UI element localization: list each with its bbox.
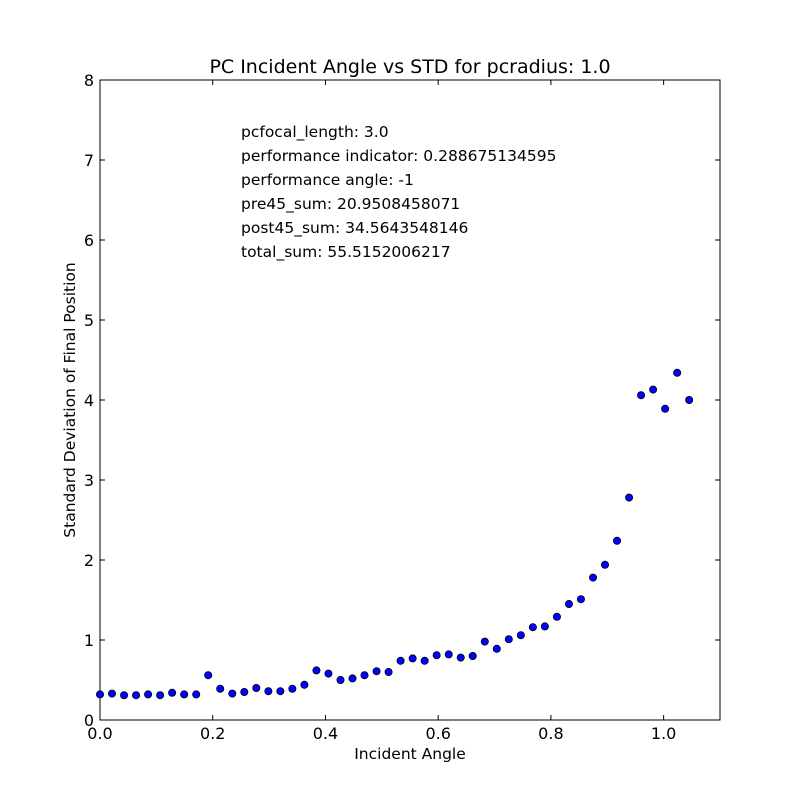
data-point [601,560,610,569]
data-point [480,637,489,646]
chart-title: PC Incident Angle vs STD for pcradius: 1… [209,56,610,78]
y-tick-label: 1 [84,631,94,650]
data-point [613,536,622,545]
x-tick-label: 0.8 [538,724,563,743]
annotation-line: post45_sum: 34.5643548146 [241,219,468,238]
annotation-line: performance indicator: 0.288675134595 [241,147,556,165]
data-point [576,595,585,604]
x-tick-label: 1.0 [651,724,676,743]
data-point [468,652,477,661]
annotation-line: pre45_sum: 20.9508458071 [241,195,460,214]
data-point [673,368,682,377]
y-tick-label: 7 [84,151,94,170]
annotation-line: pcfocal_length: 3.0 [241,123,389,142]
data-point [564,600,573,609]
y-tick-label: 8 [84,71,94,90]
y-tick-label: 0 [84,711,94,730]
data-point [420,656,429,665]
annotation-line: total_sum: 55.5152006217 [241,243,451,262]
data-point [685,395,694,404]
x-tick-label: 0.2 [200,724,225,743]
data-point [324,669,333,678]
data-point [168,688,177,697]
data-point [240,688,249,697]
data-point [661,404,670,413]
data-point [432,651,441,660]
annotation-block: pcfocal_length: 3.0 performance indicator… [241,123,556,262]
data-point [132,691,141,700]
data-point [637,391,646,400]
data-point [444,650,453,659]
data-point [384,668,393,677]
data-point [288,684,297,693]
data-point [264,687,273,696]
plot-area: 0.0 0.2 0.4 0.6 0.8 1.0 0 1 2 3 4 5 6 7 8 [84,71,721,743]
data-point [120,691,129,700]
y-tick-label: 3 [84,471,94,490]
data-point [192,690,201,699]
annotation-line: performance angle: -1 [241,171,414,189]
y-tick-label: 4 [84,391,94,410]
data-point [228,689,237,698]
x-axis-label: Incident Angle [354,745,466,763]
data-point [456,653,465,662]
data-point [372,667,381,676]
data-point [504,635,513,644]
x-tick-label: 0.6 [425,724,450,743]
data-point [552,612,561,621]
y-tick-label: 2 [84,551,94,570]
y-tick-label: 6 [84,231,94,250]
data-point [204,671,213,680]
data-point [649,385,658,394]
data-point [528,623,537,632]
data-point [252,684,261,693]
data-point [408,654,417,663]
data-point [180,690,189,699]
data-point [492,644,501,653]
data-point [540,622,549,631]
x-tick-label: 0.0 [87,724,112,743]
y-tick-label: 5 [84,311,94,330]
y-axis-label: Standard Deviation of Final Position [61,262,79,537]
data-point [336,676,345,685]
data-point [348,674,357,683]
data-point [396,656,405,665]
data-point [96,690,105,699]
data-point [625,493,634,502]
data-point [589,573,598,582]
data-point [156,691,165,700]
data-point [144,690,153,699]
data-point [312,666,321,675]
data-point [276,687,285,696]
data-point [216,684,225,693]
data-point [516,631,525,640]
x-tick-label: 0.4 [313,724,338,743]
data-point [300,680,309,689]
data-point [108,689,117,698]
data-point [360,671,369,680]
